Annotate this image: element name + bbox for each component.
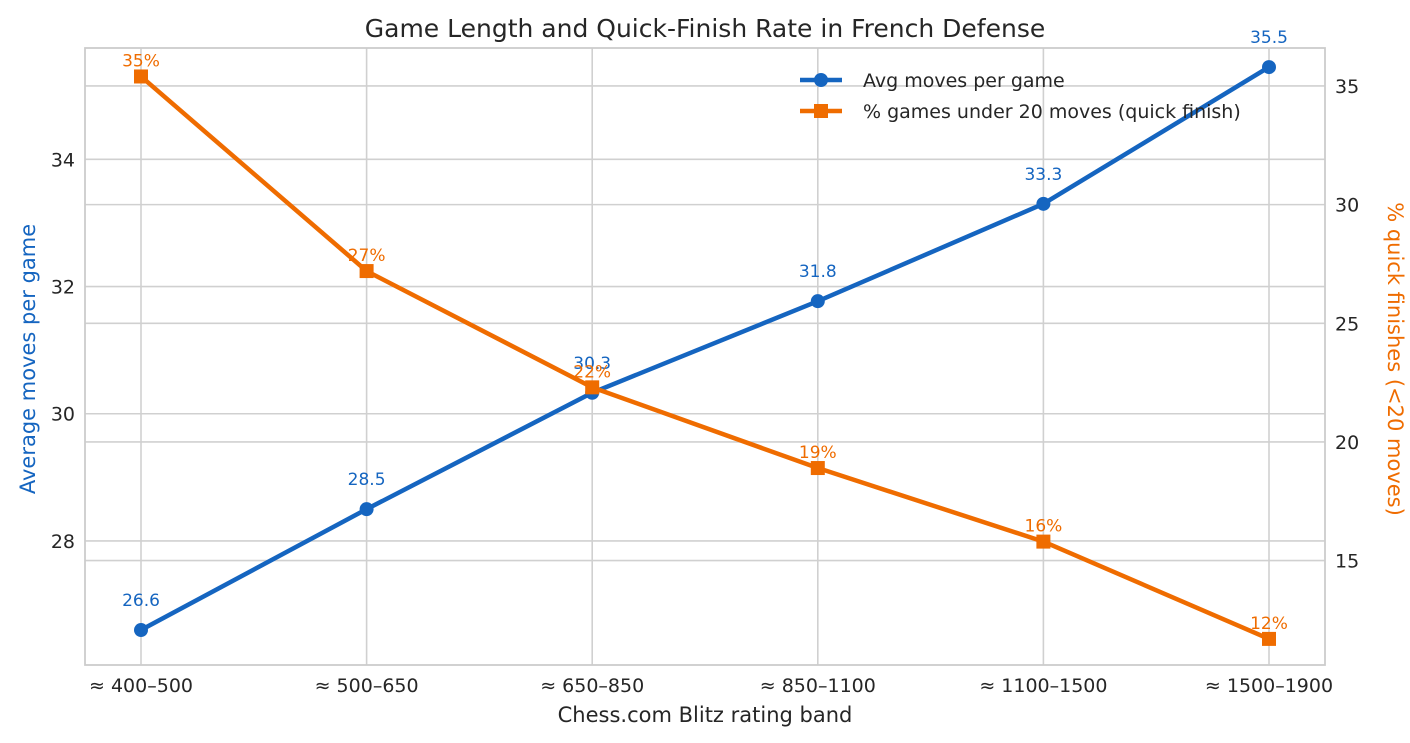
data-point-square <box>810 461 825 476</box>
data-label: 12% <box>1250 614 1288 634</box>
legend-marker-square <box>814 104 828 118</box>
x-tick-label: ≈ 850–1100 <box>760 675 876 697</box>
data-label: 35.5 <box>1250 28 1288 48</box>
y-left-tick-label: 28 <box>51 531 75 553</box>
data-point-circle <box>1036 196 1051 211</box>
data-point-square <box>1036 534 1051 549</box>
legend-marker-circle <box>814 73 828 87</box>
x-tick-label: ≈ 1500–1900 <box>1205 675 1333 697</box>
chart-title: Game Length and Quick-Finish Rate in Fre… <box>365 14 1045 43</box>
grid-layer <box>85 48 1325 665</box>
x-tick-label: ≈ 650–850 <box>540 675 644 697</box>
data-label: 30.3 <box>573 354 611 374</box>
data-point-square <box>134 69 148 84</box>
y-right-tick-label: 25 <box>1335 313 1359 335</box>
data-label: 35% <box>122 51 160 71</box>
data-label: 19% <box>799 443 837 463</box>
data-point-circle <box>1262 60 1276 75</box>
data-label: 22% <box>573 362 611 382</box>
x-axis-label: Chess.com Blitz rating band <box>558 703 853 727</box>
data-label: 33.3 <box>1024 165 1062 185</box>
data-point-circle <box>810 294 825 309</box>
plot-frame <box>84 47 1326 666</box>
legend: Avg moves per game % games under 20 moves… <box>800 70 1241 123</box>
y-right-tick-label: 20 <box>1335 432 1359 454</box>
data-point-square <box>359 264 374 279</box>
data-label: 28.5 <box>348 470 386 490</box>
legend-label: % games under 20 moves (quick finish) <box>863 101 1241 123</box>
series-line <box>138 64 1272 633</box>
data-point-square <box>1262 631 1276 646</box>
legend-label: Avg moves per game <box>863 70 1065 92</box>
data-label: 31.8 <box>799 262 837 282</box>
y-axis-right-label: % quick finishes (<20 moves) <box>1383 202 1407 516</box>
y-right-tick-label: 35 <box>1335 76 1359 98</box>
data-label: 26.6 <box>122 591 160 611</box>
x-tick-label: ≈ 1100–1500 <box>979 675 1107 697</box>
y-left-tick-label: 34 <box>51 149 75 171</box>
series-layer: 26.6 28.5 30.3 31.8 33.3 35.5 35% 27% 22% 19% 16% 1… <box>122 28 1288 646</box>
series-line <box>138 74 1272 642</box>
x-tick-label: ≈ 400–500 <box>89 675 193 697</box>
data-label: 16% <box>1025 517 1063 537</box>
y-right-tick-label: 30 <box>1335 195 1359 217</box>
y-axis-left-label: Average moves per game <box>16 224 40 494</box>
y-left-tick-label: 32 <box>51 277 75 299</box>
data-point-circle <box>134 623 148 638</box>
data-point-square <box>585 380 600 395</box>
y-right-tick-label: 15 <box>1335 551 1359 573</box>
y-left-tick-label: 30 <box>51 404 75 426</box>
data-point-circle <box>359 502 374 517</box>
axes-layer: ≈ 400–500 ≈ 500–650 ≈ 650–850 ≈ 850–1100 ≈ 1… <box>51 47 1359 697</box>
x-tick-label: ≈ 500–650 <box>315 675 419 697</box>
data-label: 27% <box>348 246 386 266</box>
